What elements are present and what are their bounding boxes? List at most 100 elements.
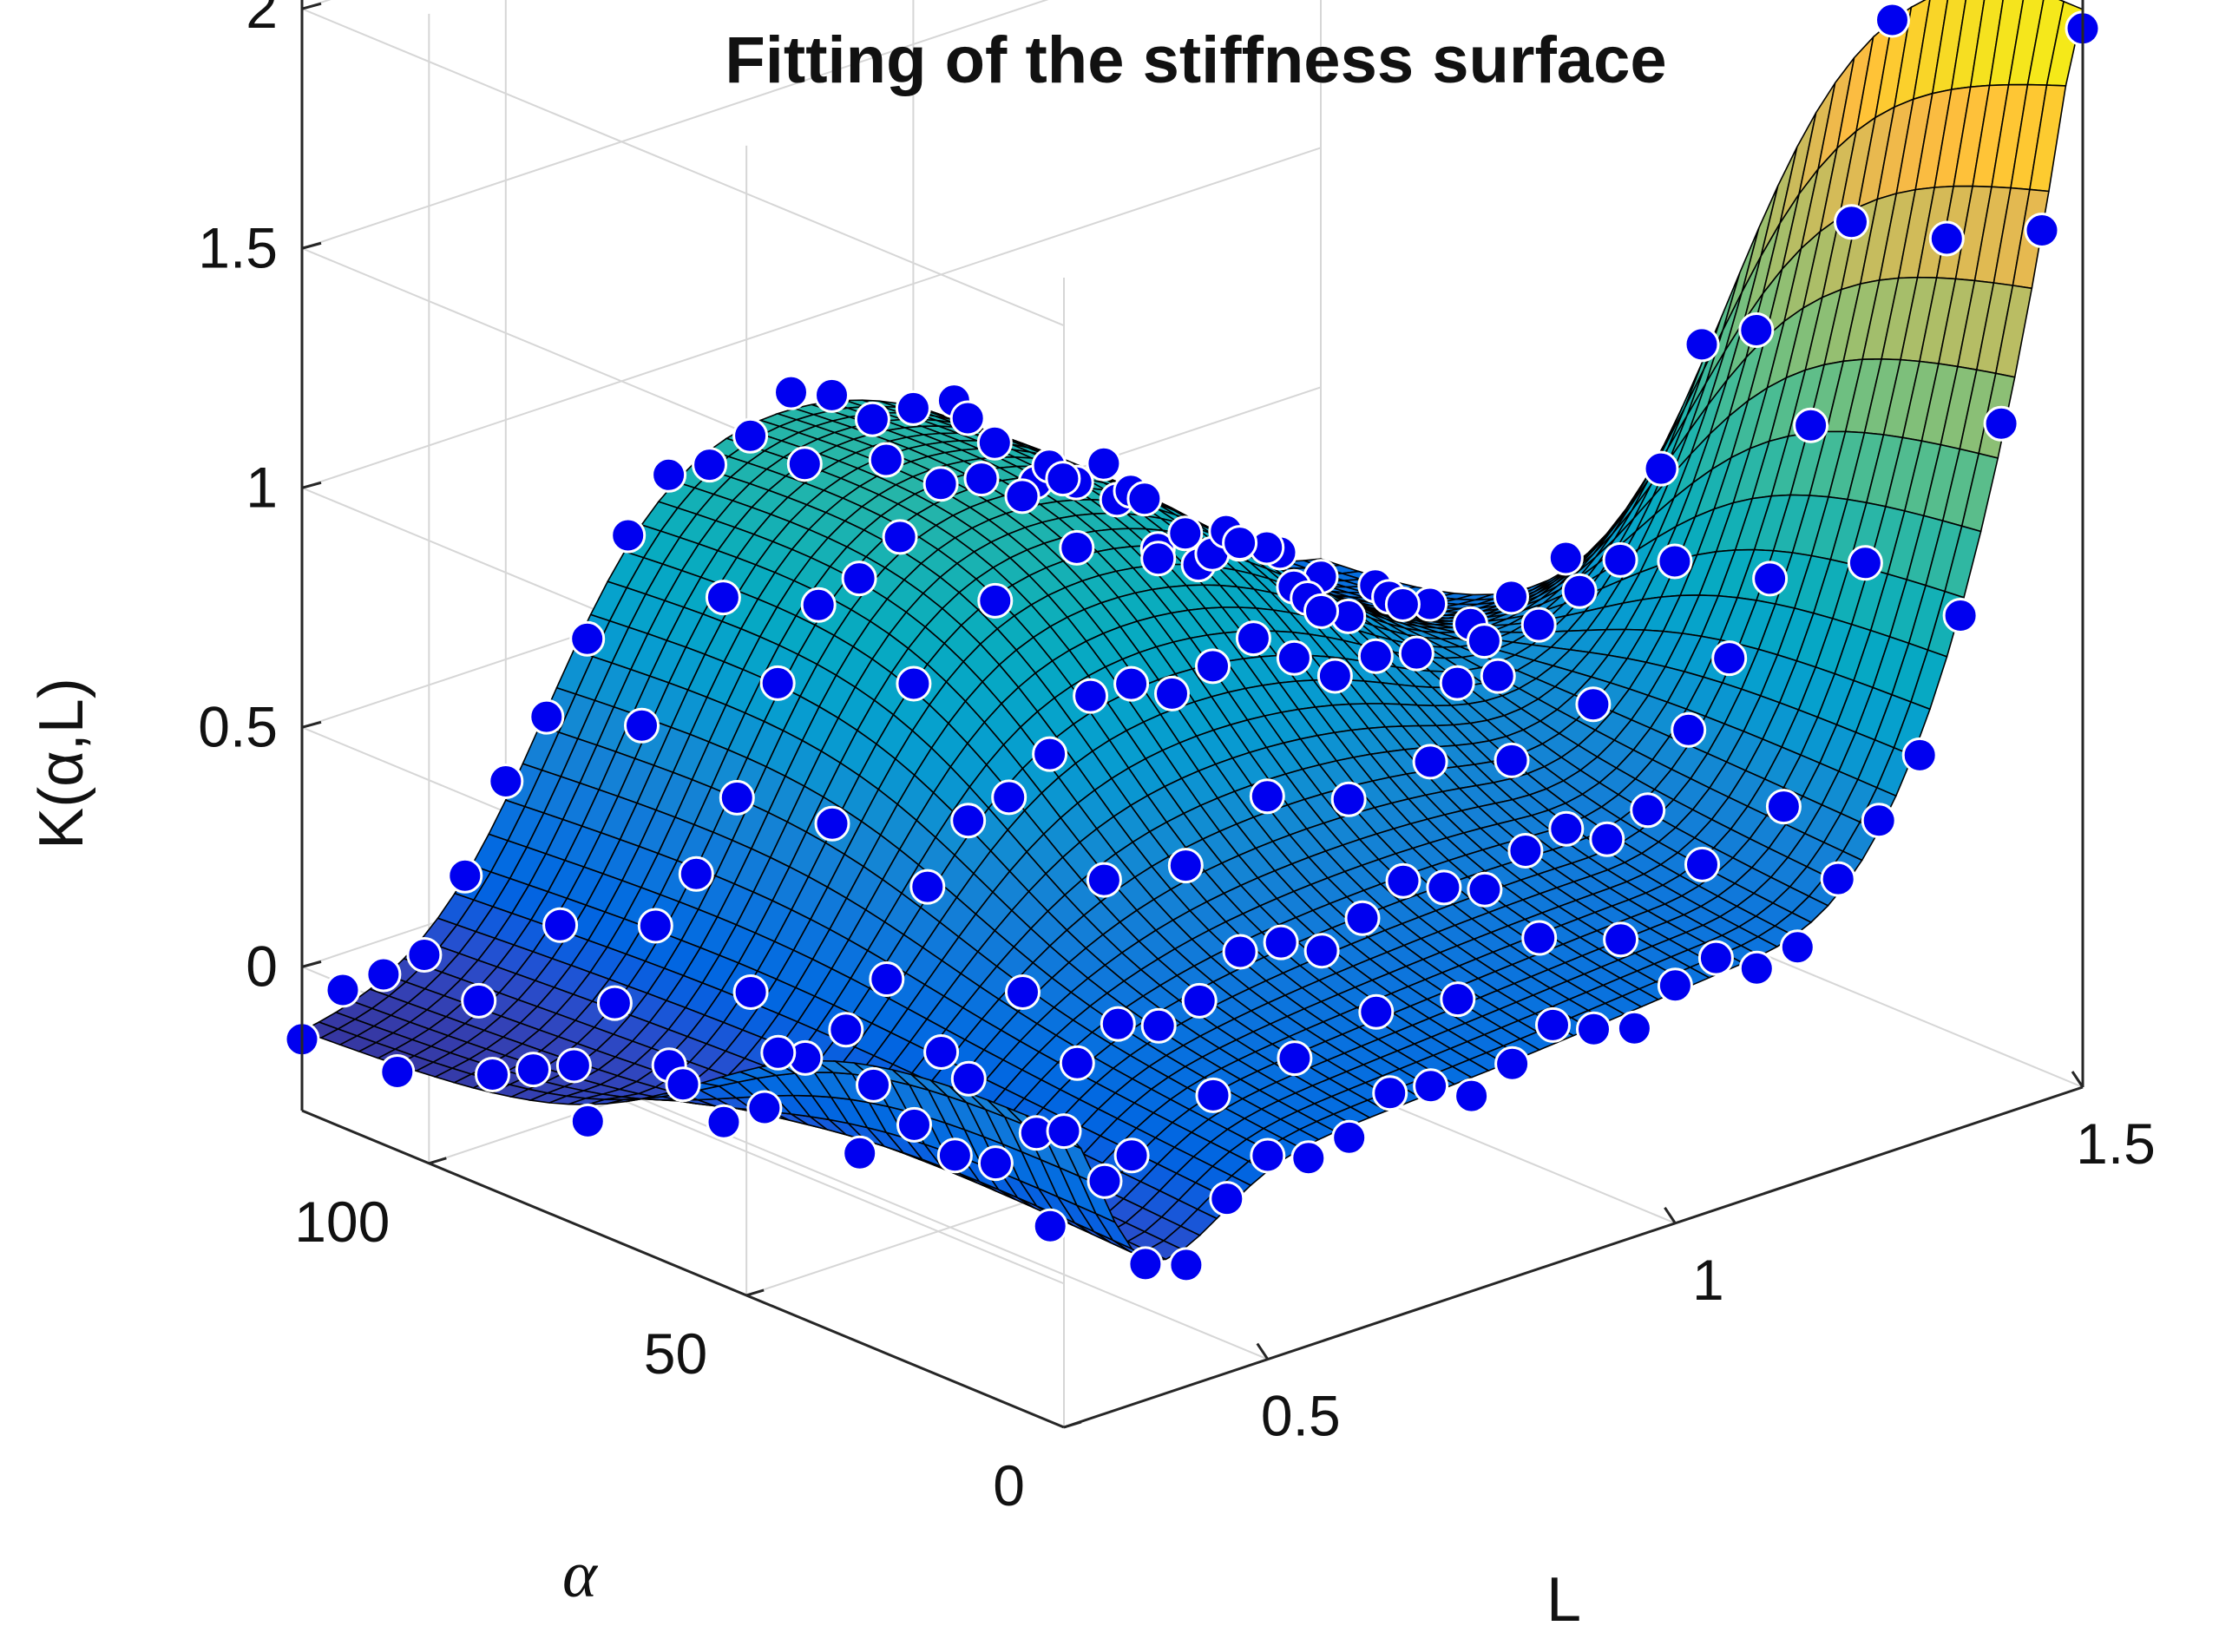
tick-labels: 0 0.5 1 1.5 2 0.5 1 1.5 0 50 100: [198, 0, 2156, 1518]
data-point: [1209, 1181, 1245, 1217]
data-point: [1195, 648, 1231, 685]
data-point: [977, 582, 1014, 619]
data-point: [1439, 665, 1475, 701]
data-point: [488, 764, 524, 799]
data-point: [1657, 967, 1693, 1004]
data-point: [1507, 833, 1544, 869]
data-point: [1861, 803, 1897, 839]
data-point: [1140, 541, 1177, 577]
data-point: [528, 698, 565, 735]
x-tick-label: 1: [1692, 1248, 1724, 1312]
data-point: [1045, 461, 1081, 497]
data-point: [1195, 1077, 1231, 1113]
data-point: [1358, 993, 1395, 1030]
data-point: [977, 1145, 1014, 1182]
data-point: [800, 587, 837, 623]
data-point: [882, 519, 918, 555]
data-point: [841, 560, 877, 597]
data-point: [1834, 204, 1869, 240]
data-point: [1494, 579, 1529, 615]
data-point: [461, 982, 497, 1019]
data-point: [923, 1034, 960, 1070]
data-point: [1684, 846, 1720, 882]
data-point: [1004, 478, 1041, 515]
data-point: [1372, 1075, 1408, 1111]
data-point: [475, 1057, 510, 1092]
data-point: [1657, 543, 1693, 580]
data-point: [1480, 658, 1516, 694]
data-point: [1521, 920, 1558, 956]
data-point: [1126, 481, 1163, 517]
data-point: [1167, 515, 1204, 552]
data-point: [624, 707, 660, 744]
data-point: [922, 466, 959, 502]
data-point: [515, 1052, 551, 1088]
data-point: [1277, 1040, 1313, 1077]
data-point: [1100, 1006, 1136, 1042]
data-point: [1344, 900, 1381, 936]
data-point: [896, 665, 932, 702]
data-point: [1398, 635, 1434, 672]
x-tick-label: 1.5: [2076, 1111, 2156, 1176]
data-point: [746, 1090, 783, 1126]
data-point: [1752, 560, 1789, 597]
data-point: [665, 1066, 701, 1103]
z-tick-mark: [301, 720, 322, 729]
data-point: [1520, 606, 1557, 643]
data-point: [2024, 213, 2060, 248]
data-point: [1765, 789, 1802, 825]
data-point: [1684, 326, 1720, 363]
data-point: [447, 857, 483, 894]
data-point: [569, 1103, 606, 1139]
z-gridline-back: [301, 0, 332, 10]
data-point: [1250, 1137, 1286, 1174]
data-point: [1928, 220, 1965, 257]
data-point: [1113, 1137, 1150, 1174]
data-point: [909, 869, 946, 905]
data-point: [1154, 675, 1190, 711]
data-point: [1738, 950, 1775, 987]
data-point: [1331, 1119, 1368, 1156]
y-tick-label: 100: [294, 1190, 390, 1254]
data-point: [1127, 1246, 1164, 1282]
data-point: [950, 1060, 987, 1097]
data-point: [1738, 312, 1775, 348]
data-point: [1548, 810, 1585, 847]
data-point: [1303, 593, 1339, 629]
data-point: [1032, 736, 1068, 772]
data-point: [1290, 1140, 1327, 1177]
z-tick-mark: [301, 241, 322, 250]
data-point: [1466, 623, 1502, 659]
y-axis-label: α: [562, 1538, 599, 1611]
z-tick-label: 2: [246, 0, 278, 40]
data-point: [854, 401, 890, 437]
data-point: [1303, 933, 1340, 969]
data-point: [963, 461, 1000, 497]
data-point: [1316, 658, 1353, 694]
data-point: [950, 803, 987, 839]
data-point: [1032, 1208, 1068, 1244]
data-point: [1222, 934, 1258, 970]
data-point: [1575, 686, 1612, 723]
data-point: [991, 779, 1027, 816]
data-point: [1167, 848, 1204, 884]
data-point: [705, 580, 741, 616]
data-point: [1942, 598, 1979, 633]
data-point: [1263, 924, 1299, 960]
z-tick-mark: [301, 2, 322, 10]
data-point: [637, 908, 673, 944]
x-axis-label: L: [1546, 1565, 1581, 1635]
data-point: [1454, 1078, 1490, 1114]
data-point: [706, 1104, 742, 1140]
data-point: [1901, 737, 1938, 773]
data-point: [1616, 1010, 1652, 1046]
data-point: [1820, 861, 1856, 897]
data-point: [1046, 1113, 1082, 1150]
z-tick-mark: [301, 960, 322, 968]
chart-title: Fitting of the stiffness surface: [725, 23, 1666, 97]
axes-box-edge: [1063, 1085, 2084, 1429]
data-point: [760, 1034, 797, 1071]
y-tick-label: 0: [993, 1453, 1025, 1518]
